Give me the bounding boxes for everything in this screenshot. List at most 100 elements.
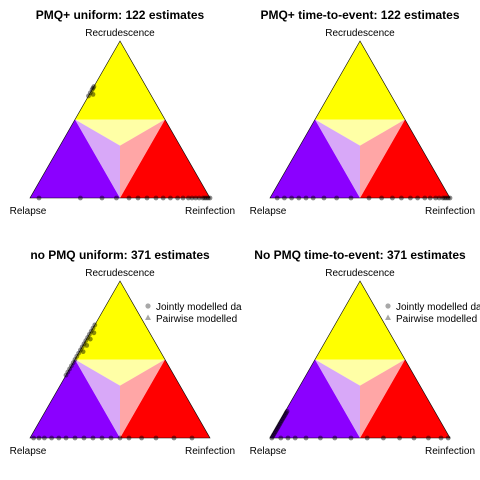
region-centre-relapse	[75, 119, 120, 198]
data-point	[86, 93, 91, 99]
data-point	[284, 408, 290, 414]
data-point	[280, 416, 285, 422]
data-point	[366, 195, 372, 201]
data-point	[72, 357, 78, 362]
region-centre-relapse	[315, 119, 360, 198]
vertex-label-relapse: Relapse	[10, 446, 47, 457]
data-point	[65, 369, 71, 375]
legend-marker-jointly	[385, 303, 391, 309]
data-point	[180, 195, 186, 201]
data-point	[126, 195, 132, 201]
vertex-label-relapse: Relapse	[250, 206, 287, 217]
data-point	[303, 435, 309, 441]
data-point	[390, 195, 395, 201]
ternary-panel-pmq-time-to-event: PMQ+ time-to-event: 122 estimates Recrud…	[250, 8, 475, 217]
region-centre-recrudescence	[315, 359, 405, 386]
data-point	[279, 418, 285, 424]
vertex-label-reinfection: Reinfection	[425, 446, 475, 457]
data-point	[139, 435, 145, 441]
data-points	[269, 408, 451, 441]
data-point	[202, 195, 208, 201]
data-point	[278, 419, 284, 425]
data-point	[436, 195, 442, 201]
legend-marker-jointly	[145, 303, 151, 309]
data-point	[92, 322, 98, 328]
data-point	[200, 195, 206, 201]
vertex-label-recrudescence: Recrudescence	[85, 268, 155, 279]
data-point	[81, 341, 87, 347]
data-point	[36, 195, 42, 201]
data-point	[270, 434, 276, 439]
data-point	[282, 195, 287, 201]
legend-label-pairwise: Pairwise modelled	[396, 314, 477, 325]
data-point	[117, 435, 123, 441]
data-point	[444, 195, 449, 201]
ternary-regions	[269, 280, 451, 439]
data-point	[171, 435, 177, 441]
data-point	[36, 435, 42, 441]
data-point	[78, 195, 83, 201]
data-point	[99, 195, 105, 201]
data-point	[442, 195, 447, 201]
data-point	[87, 331, 92, 337]
legend-label-pairwise: Pairwise modelled	[156, 314, 237, 325]
data-point	[205, 195, 211, 201]
vertex-label-reinfection: Reinfection	[185, 446, 235, 457]
data-point	[74, 353, 80, 359]
data-point	[204, 195, 209, 201]
data-point	[426, 435, 431, 441]
data-point	[99, 435, 105, 441]
data-point	[274, 195, 280, 201]
data-point	[415, 195, 420, 201]
data-point	[272, 430, 277, 436]
vertex-label-recrudescence: Recrudescence	[85, 28, 155, 39]
data-point	[85, 335, 90, 340]
region-relapse	[30, 119, 120, 198]
data-point	[135, 195, 141, 201]
data-point	[445, 195, 451, 201]
panel-title: no PMQ uniform: 371 estimates	[30, 248, 210, 262]
data-point	[433, 195, 438, 201]
data-point	[67, 366, 72, 372]
region-recrudescence	[75, 281, 165, 360]
triangle-outline	[269, 40, 451, 199]
region-reinfection	[360, 119, 450, 198]
data-point	[277, 421, 283, 427]
data-point	[445, 435, 451, 441]
region-centre-relapse	[315, 359, 360, 438]
region-reinfection	[360, 359, 450, 438]
data-point	[285, 435, 291, 441]
vertex-label-relapse: Relapse	[10, 206, 47, 217]
legend-label-jointly: Jointly modelled da	[396, 302, 480, 313]
data-point	[397, 435, 402, 441]
legend-marker-pairwise	[145, 314, 151, 320]
legend-label-jointly: Jointly modelled da	[156, 302, 242, 313]
data-point	[273, 429, 278, 435]
data-point	[72, 435, 78, 441]
data-point	[318, 435, 323, 441]
data-point	[276, 423, 282, 428]
data-point	[364, 435, 370, 441]
data-point	[269, 435, 275, 441]
data-point	[87, 336, 93, 342]
data-point	[63, 372, 69, 378]
data-point	[90, 325, 96, 331]
data-point	[56, 435, 62, 441]
region-relapse	[270, 359, 360, 438]
vertex-label-reinfection: Reinfection	[185, 206, 235, 217]
vertex-label-recrudescence: Recrudescence	[325, 268, 395, 279]
ternary-regions	[29, 40, 211, 199]
data-point	[76, 350, 81, 356]
data-point	[296, 195, 302, 201]
data-point	[91, 330, 97, 336]
data-point	[408, 195, 413, 201]
ternary-panel-no-pmq-uniform: no PMQ uniform: 371 estimates Recrudesce…	[10, 248, 242, 457]
data-point	[91, 84, 97, 89]
data-points	[36, 84, 213, 201]
ternary-panel-pmq-uniform: PMQ+ uniform: 122 estimates Recrudescenc…	[10, 8, 235, 217]
region-centre-reinfection	[360, 119, 405, 198]
data-point	[427, 195, 433, 201]
data-point	[379, 195, 384, 201]
data-point	[168, 195, 173, 201]
region-centre-reinfection	[120, 359, 165, 438]
